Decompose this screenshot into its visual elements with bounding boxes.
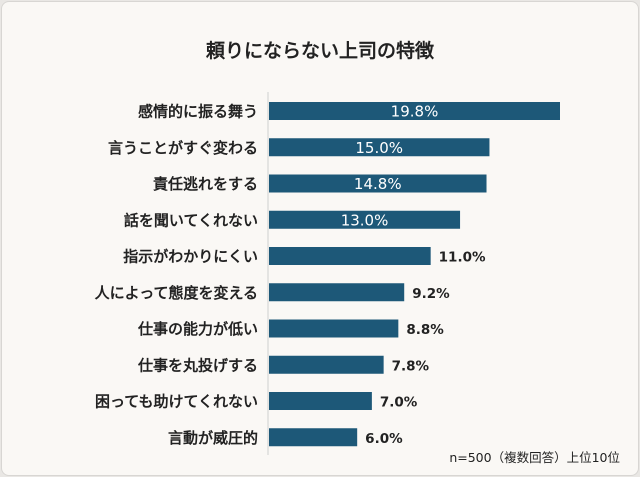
bar	[269, 247, 431, 265]
value-label: 7.8%	[392, 358, 430, 374]
bar	[269, 138, 490, 157]
value-label: 15.0%	[355, 139, 403, 157]
value-label: 13.0%	[341, 211, 389, 229]
category-label: 仕事を丸投げする	[137, 356, 258, 374]
bar	[269, 283, 405, 302]
bar	[269, 392, 372, 410]
category-label: 指示がわかりにくい	[123, 248, 258, 266]
bar	[269, 210, 461, 229]
category-label: 感情的に振る舞う	[138, 103, 258, 121]
value-label: 19.8%	[391, 103, 439, 121]
chart-title: 頼りにならない上司の特徴	[205, 40, 434, 62]
category-label: 責任逃れをする	[153, 175, 258, 193]
bar	[269, 319, 399, 338]
value-label: 6.0%	[365, 431, 403, 447]
bar	[269, 102, 560, 120]
value-label: 14.8%	[354, 175, 402, 193]
value-label: 11.0%	[439, 250, 486, 266]
category-label: 話を聞いてくれない	[124, 211, 258, 229]
sample-note: n=500（複数回答）上位10位	[449, 450, 620, 465]
bar	[269, 355, 384, 374]
bar	[269, 428, 358, 447]
category-label: 困っても助けてくれない	[95, 393, 258, 411]
category-label: 言うことがすぐ変わる	[108, 139, 258, 157]
category-label: 言動が威圧的	[168, 429, 258, 447]
value-label: 8.8%	[406, 322, 444, 338]
value-label: 7.0%	[380, 395, 418, 411]
value-label: 9.2%	[412, 286, 450, 302]
category-label: 人によって態度を変える	[95, 284, 258, 302]
bar	[269, 174, 487, 193]
category-label: 仕事の能力が低い	[137, 320, 258, 338]
